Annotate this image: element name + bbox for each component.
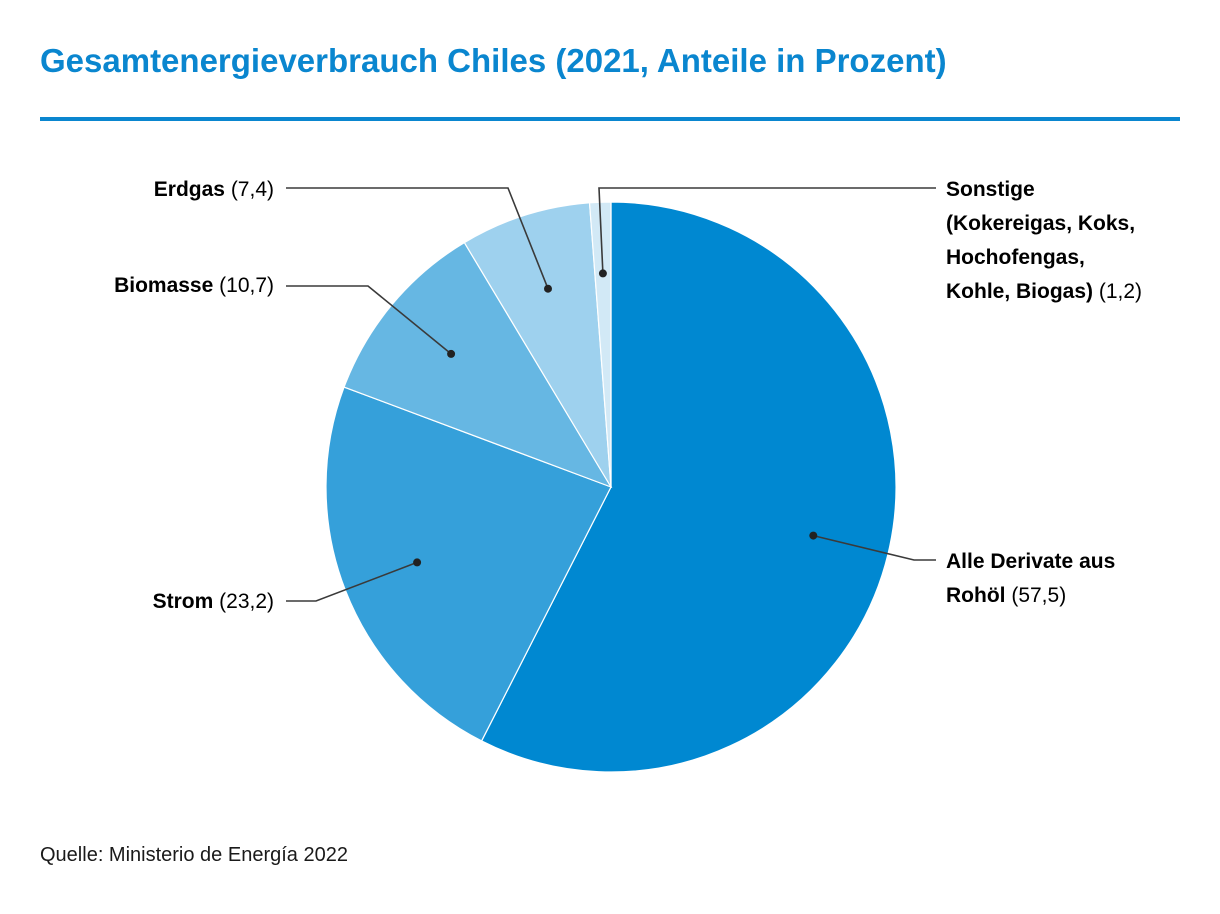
slice-label-biomasse: Biomasse (10,7) [114, 269, 274, 303]
leader-dot-biomasse [447, 349, 456, 358]
leader-line-erdgas [286, 187, 549, 289]
slice-label-line: Sonstige [946, 178, 1035, 201]
slice-label-line: Erdgas [153, 178, 225, 201]
slice-value: (1,2) [1098, 280, 1143, 303]
leader-dot-strom [413, 558, 422, 567]
slice-value: (23,2) [219, 590, 274, 613]
slice-value: (7,4) [230, 178, 274, 201]
title-underline [40, 117, 1180, 121]
pie-slice-erdgas [463, 202, 612, 488]
slice-label-sonstige: Sonstige (Kokereigas, Koks, Hochofengas,… [946, 173, 1142, 309]
leader-dot-erdgas [544, 284, 552, 293]
slice-label-erdgas: Erdgas (7,4) [154, 173, 274, 207]
leader-line-strom [286, 561, 418, 602]
leader-line-rohoel [813, 534, 936, 561]
leader-line-biomasse [286, 285, 452, 355]
leader-dot-rohoel [809, 531, 818, 540]
slice-label-line: Strom [152, 590, 214, 613]
slice-value: (10,7) [219, 274, 274, 297]
slice-label-strom: Strom (23,2) [153, 585, 274, 619]
leader-dot-sonstige [598, 269, 607, 278]
slice-label-line: Kohle, Biogas) [946, 280, 1094, 303]
chart-title: Gesamtenergieverbrauch Chiles (2021, Ant… [40, 42, 947, 79]
leader-line-sonstige [598, 187, 936, 274]
slice-label-line: Biomasse [114, 274, 214, 297]
source-note: Quelle: Ministerio de Energía 2022 [40, 844, 348, 866]
slice-label-line: Hochofengas, [946, 246, 1085, 269]
slice-value: (57,5) [1011, 584, 1067, 607]
slice-label-line: Alle Derivate aus [946, 550, 1116, 573]
slice-label-line: (Kokereigas, Koks, [946, 212, 1136, 235]
slice-label-line: Rohöl [946, 584, 1006, 607]
slice-label-rohoel: Alle Derivate aus Rohöl (57,5) [946, 545, 1115, 613]
